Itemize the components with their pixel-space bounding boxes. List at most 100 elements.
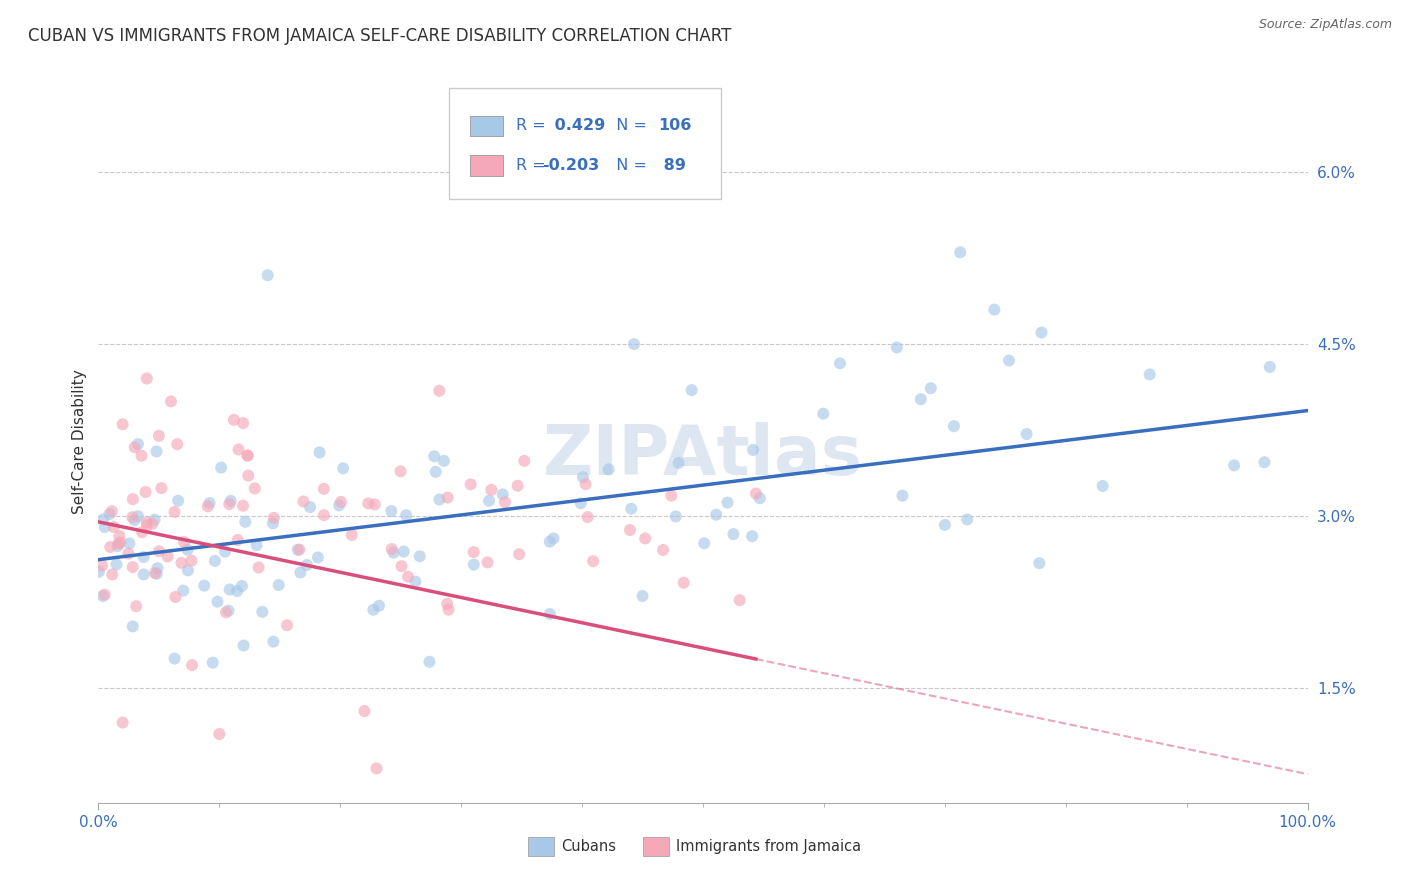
Point <box>665 509 688 524</box>
Point <box>437 602 460 616</box>
Point <box>357 496 380 510</box>
Point <box>652 543 675 558</box>
Text: N =: N = <box>606 158 652 173</box>
Point <box>233 515 256 529</box>
Point <box>429 492 451 507</box>
Point <box>1091 479 1114 493</box>
Point <box>198 496 221 510</box>
Point <box>180 554 202 568</box>
Point <box>156 549 179 564</box>
Point <box>427 384 450 398</box>
Point <box>723 527 745 541</box>
Point <box>87 565 110 579</box>
Point <box>135 515 157 529</box>
Point <box>207 595 229 609</box>
Point <box>219 494 242 508</box>
Point <box>312 508 335 523</box>
Point <box>395 508 418 523</box>
Text: R =: R = <box>516 119 551 133</box>
Point <box>232 639 254 653</box>
Point <box>131 525 153 540</box>
Point <box>463 558 485 572</box>
Point <box>91 512 114 526</box>
Point <box>111 715 134 730</box>
Point <box>167 493 190 508</box>
Point <box>98 507 121 521</box>
Point <box>1258 359 1281 374</box>
Point <box>107 539 129 553</box>
Point <box>262 516 284 531</box>
Point <box>256 268 278 283</box>
Point <box>920 381 942 395</box>
Point <box>425 465 447 479</box>
Point <box>107 537 129 551</box>
Point <box>135 485 157 500</box>
Point <box>392 544 415 558</box>
Point <box>131 449 153 463</box>
Point <box>163 505 186 519</box>
Point <box>165 590 187 604</box>
Point <box>222 413 245 427</box>
Point <box>576 510 599 524</box>
Point <box>340 528 363 542</box>
Point <box>287 542 309 557</box>
Point <box>132 549 155 564</box>
Point <box>231 579 253 593</box>
Point <box>910 392 932 407</box>
Point <box>716 495 738 509</box>
Point <box>672 575 695 590</box>
Point <box>363 603 385 617</box>
Point <box>111 417 134 432</box>
Point <box>396 570 419 584</box>
Point <box>436 491 458 505</box>
Point <box>364 498 387 512</box>
Point <box>433 454 456 468</box>
Point <box>173 535 195 549</box>
Point <box>418 655 440 669</box>
Point <box>288 542 311 557</box>
Point <box>295 558 318 572</box>
Point <box>1015 427 1038 442</box>
Point <box>620 501 643 516</box>
Point <box>492 487 515 501</box>
Point <box>215 605 238 619</box>
Point <box>209 460 232 475</box>
Point <box>574 477 596 491</box>
Point <box>214 544 236 558</box>
Point <box>623 337 645 351</box>
Point <box>389 464 412 478</box>
FancyBboxPatch shape <box>470 155 503 176</box>
Point <box>132 567 155 582</box>
Point <box>582 554 605 568</box>
Point <box>143 566 166 580</box>
Point <box>201 656 224 670</box>
Point <box>569 496 592 510</box>
Point <box>728 593 751 607</box>
Point <box>232 499 254 513</box>
Point <box>506 479 529 493</box>
Point <box>745 486 768 500</box>
Point <box>828 356 851 370</box>
Point <box>145 444 167 458</box>
Point <box>121 619 143 633</box>
Point <box>1139 368 1161 382</box>
Point <box>197 500 219 514</box>
Point <box>513 454 536 468</box>
Point <box>145 566 167 581</box>
Text: 89: 89 <box>658 158 686 173</box>
Point <box>246 538 269 552</box>
Point <box>252 605 274 619</box>
Point <box>218 497 240 511</box>
Point <box>479 483 502 497</box>
Point <box>366 761 388 775</box>
Point <box>121 560 143 574</box>
Point <box>742 442 765 457</box>
Point <box>141 516 163 531</box>
Point <box>436 597 458 611</box>
Point <box>236 449 259 463</box>
Point <box>423 450 446 464</box>
Point <box>103 520 125 534</box>
Point <box>117 547 139 561</box>
Point <box>391 559 413 574</box>
Point <box>204 554 226 568</box>
